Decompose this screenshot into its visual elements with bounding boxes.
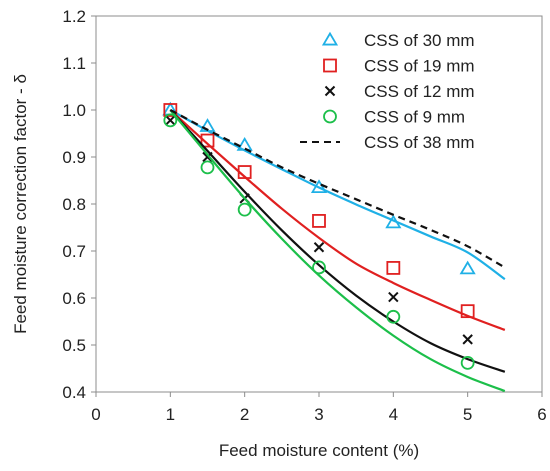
x-tick-label: 0 bbox=[91, 405, 100, 424]
legend-label: CSS of 38 mm bbox=[364, 133, 475, 152]
x-axis-title: Feed moisture content (%) bbox=[219, 441, 419, 460]
y-tick-label: 1.0 bbox=[62, 101, 86, 120]
legend-item-css-of-12-mm: CSS of 12 mm bbox=[324, 82, 475, 101]
series-css-of-12-mm bbox=[165, 109, 506, 373]
series-css-of-19-mm bbox=[163, 103, 506, 331]
data-point-css-of-9-mm bbox=[386, 309, 401, 324]
legend-label: CSS of 30 mm bbox=[364, 31, 475, 50]
fit-line-css-of-19-mm bbox=[169, 109, 506, 331]
series-css-of-38-mm bbox=[169, 109, 506, 269]
y-tick-label: 1.2 bbox=[62, 7, 86, 26]
legend-label: CSS of 19 mm bbox=[364, 57, 475, 76]
legend-label: CSS of 12 mm bbox=[364, 82, 475, 101]
series-css-of-9-mm bbox=[163, 109, 506, 393]
data-point-css-of-30-mm bbox=[385, 214, 402, 229]
fit-line-css-of-12-mm bbox=[169, 109, 506, 373]
data-point-css-of-12-mm bbox=[313, 242, 325, 253]
x-tick-label: 3 bbox=[314, 405, 323, 424]
legend-item-css-of-9-mm: CSS of 9 mm bbox=[323, 108, 465, 127]
x-tick-label: 4 bbox=[389, 405, 398, 424]
legend-marker bbox=[324, 85, 336, 97]
x-marker-stroke bbox=[313, 242, 325, 253]
data-point-css-of-9-mm bbox=[163, 113, 178, 128]
y-tick-label: 0.8 bbox=[62, 195, 86, 214]
x-tick-label: 2 bbox=[240, 405, 249, 424]
x-marker-stroke bbox=[165, 115, 176, 126]
data-point-css-of-9-mm bbox=[237, 202, 252, 217]
fit-line-css-of-30-mm bbox=[169, 109, 506, 281]
plot-frame bbox=[95, 15, 543, 393]
fit-line-css-of-9-mm bbox=[169, 109, 506, 393]
data-point-css-of-12-mm bbox=[165, 115, 176, 126]
y-tick-label: 0.4 bbox=[62, 383, 86, 402]
data-point-css-of-12-mm bbox=[388, 291, 399, 303]
axes: 0 1 2 3 4 5 6 0.4 0.5 0.6 0.7 0.8 0.9 1.0 1.1 1.2 bbox=[62, 7, 546, 424]
data-point-css-of-9-mm bbox=[312, 260, 326, 275]
data-point-css-of-19-mm bbox=[237, 165, 252, 179]
data-point-css-of-19-mm bbox=[312, 214, 326, 228]
data-point-css-of-30-mm bbox=[459, 260, 476, 275]
data-point-css-of-19-mm bbox=[163, 103, 178, 117]
legend-item-css-of-38-mm: CSS of 38 mm bbox=[300, 133, 475, 152]
legend-label: CSS of 9 mm bbox=[364, 108, 465, 127]
y-tick-label: 0.6 bbox=[62, 289, 86, 308]
fit-line-css-of-38-mm bbox=[169, 109, 506, 269]
legend-marker bbox=[323, 109, 337, 124]
x-tick-label: 6 bbox=[537, 405, 546, 424]
data-point-css-of-30-mm bbox=[310, 179, 328, 194]
data-point-css-of-9-mm bbox=[200, 160, 215, 175]
y-tick-label: 0.7 bbox=[62, 242, 86, 261]
y-axis-title: Feed moisture correction factor - δ bbox=[11, 74, 30, 334]
y-tick-label: 0.9 bbox=[62, 148, 86, 167]
legend: CSS of 30 mm CSS of 19 mm CSS of 12 mm CSS … bbox=[300, 31, 475, 152]
x-marker-stroke bbox=[388, 291, 399, 303]
data-point-css-of-19-mm bbox=[200, 133, 215, 148]
x-marker-stroke bbox=[324, 85, 336, 97]
legend-marker bbox=[321, 31, 339, 46]
x-tick-label: 5 bbox=[463, 405, 472, 424]
plot-border bbox=[95, 15, 543, 393]
y-tick-label: 0.5 bbox=[62, 336, 86, 355]
legend-item-css-of-30-mm: CSS of 30 mm bbox=[321, 31, 475, 50]
data-point-css-of-12-mm bbox=[462, 334, 473, 345]
legend-item-css-of-19-mm: CSS of 19 mm bbox=[323, 57, 475, 76]
data-point-css-of-30-mm bbox=[199, 118, 216, 132]
data-point-css-of-19-mm bbox=[386, 261, 401, 275]
data-point-css-of-30-mm bbox=[236, 136, 253, 151]
data-point-css-of-9-mm bbox=[460, 355, 475, 370]
legend-marker bbox=[323, 58, 337, 73]
data-point-css-of-19-mm bbox=[460, 304, 475, 319]
x-marker-stroke bbox=[202, 151, 213, 163]
x-tick-label: 1 bbox=[166, 405, 175, 424]
series-layer bbox=[162, 101, 506, 393]
y-tick-label: 1.1 bbox=[62, 54, 86, 73]
x-marker-stroke bbox=[462, 334, 473, 345]
data-point-css-of-12-mm bbox=[202, 151, 213, 163]
